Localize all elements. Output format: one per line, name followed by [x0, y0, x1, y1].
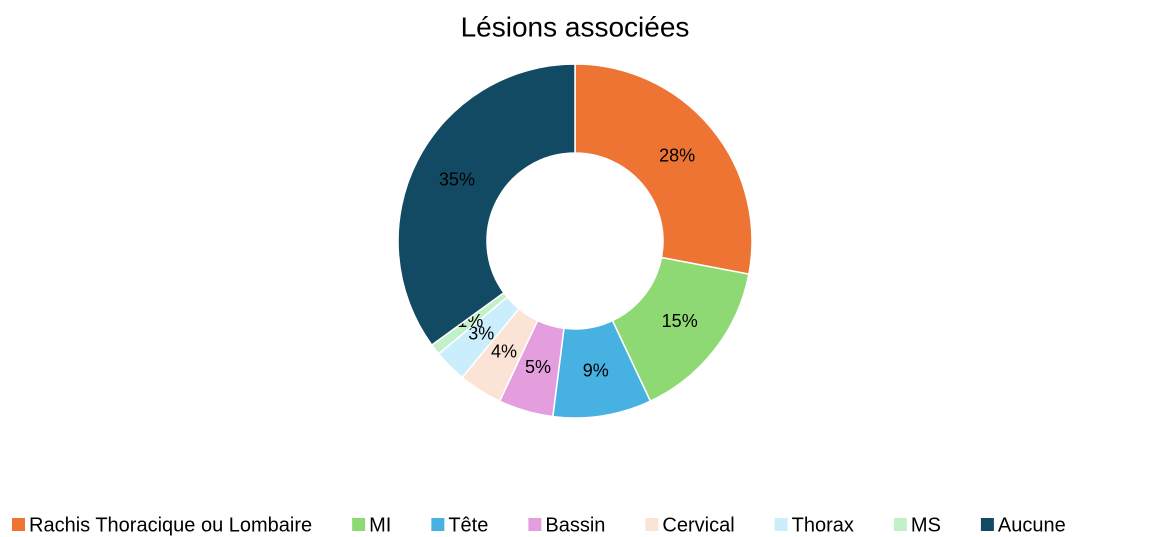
- legend-label: Rachis Thoracique ou Lombaire: [29, 514, 312, 536]
- legend-label: MI: [369, 514, 391, 536]
- donut-slice: [397, 63, 576, 347]
- legend-swatch: [774, 518, 788, 531]
- data-label: 15%: [662, 311, 698, 331]
- data-label: 4%: [491, 342, 517, 362]
- data-label: 35%: [439, 170, 475, 190]
- legend-label: Tête: [448, 514, 488, 536]
- legend-swatch: [12, 518, 25, 531]
- legend-label: Bassin: [545, 514, 605, 536]
- legend-swatch: [352, 518, 366, 531]
- legend-swatch: [645, 518, 659, 531]
- donut-slice: [574, 63, 753, 276]
- legend-swatch: [528, 518, 542, 531]
- data-label: 3%: [468, 323, 494, 343]
- legend-label: Thorax: [792, 514, 854, 536]
- chart-title: Lésions associées: [461, 11, 690, 42]
- legend-swatch: [893, 518, 907, 531]
- legend-swatch: [980, 518, 994, 531]
- legend-swatch: [431, 518, 445, 531]
- donut-slice: [611, 256, 750, 403]
- legend-label: Aucune: [998, 514, 1066, 536]
- data-label: 28%: [659, 145, 695, 165]
- data-label: 9%: [583, 361, 609, 381]
- data-label: 5%: [525, 357, 551, 377]
- legend-label: Cervical: [662, 514, 734, 536]
- legend-label: MS: [911, 514, 941, 536]
